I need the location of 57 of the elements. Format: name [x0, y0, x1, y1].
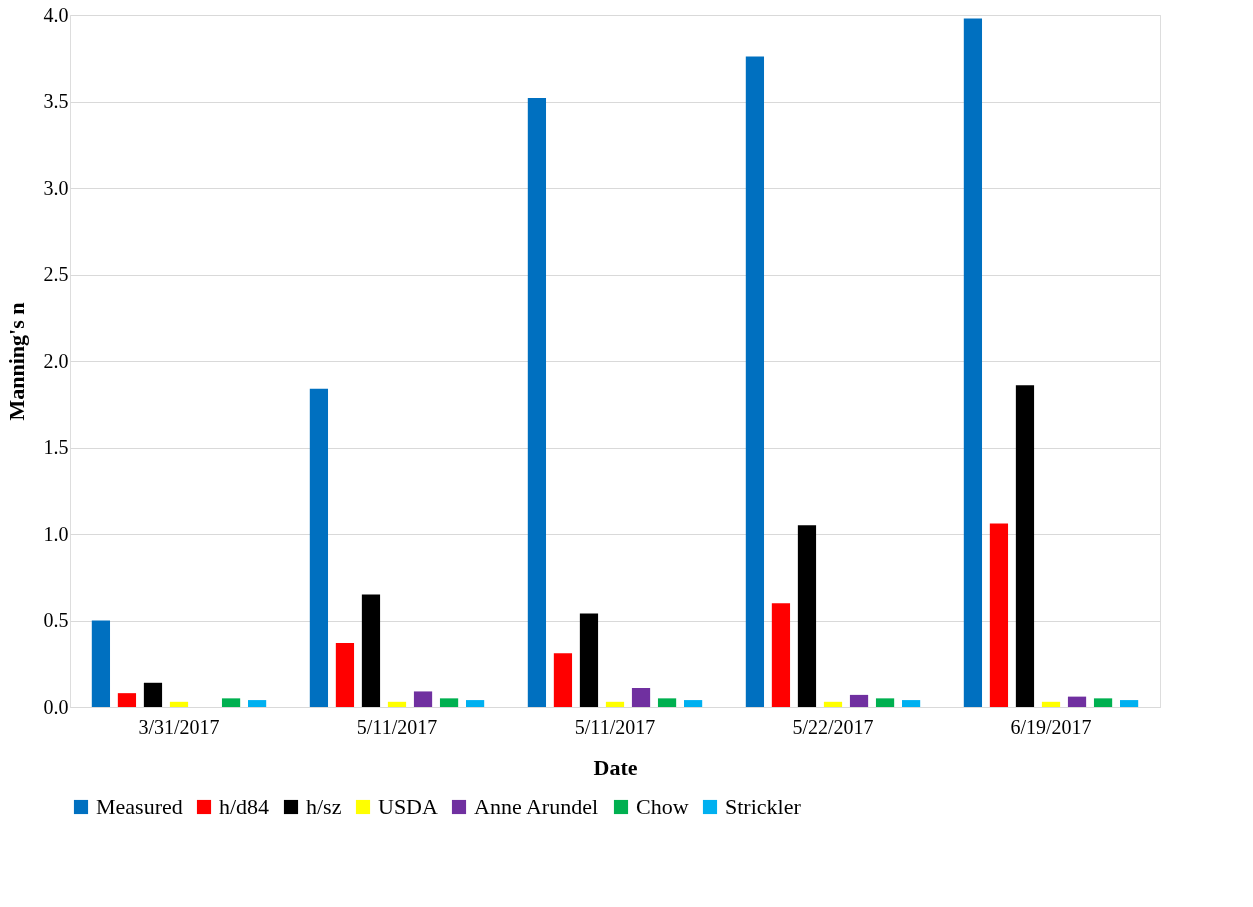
- bar: [849, 694, 869, 707]
- bar: [169, 701, 189, 707]
- bar: [465, 700, 485, 707]
- y-tick-label: 2.5: [43, 263, 69, 285]
- bar: [387, 701, 407, 707]
- bar: [309, 388, 329, 707]
- bar: [439, 698, 459, 707]
- bar: [527, 98, 547, 707]
- bar: [989, 523, 1009, 707]
- legend-label: Measured: [96, 794, 183, 819]
- bar: [91, 620, 111, 707]
- legend-label: USDA: [378, 794, 439, 819]
- bar: [553, 653, 573, 707]
- bar: [221, 698, 241, 707]
- y-axis-title: Manning's n: [3, 302, 29, 421]
- bar: [745, 56, 765, 707]
- y-tick-label: 3.5: [43, 90, 69, 112]
- bar: [823, 701, 843, 707]
- legend-label: Strickler: [725, 794, 802, 819]
- y-tick-label: 0.0: [43, 695, 69, 718]
- legend-label: Anne Arundel: [474, 794, 599, 819]
- bar: [963, 18, 983, 707]
- x-tick-label: 5/22/2017: [792, 715, 874, 738]
- bar: [1093, 698, 1113, 707]
- bar: [117, 693, 137, 707]
- y-tick-label: 1.5: [43, 436, 69, 458]
- bar: [631, 687, 651, 707]
- bar: [683, 700, 703, 707]
- y-tick-label: 2.0: [43, 349, 69, 372]
- y-tick-label: 1.0: [43, 522, 69, 545]
- bar: [143, 682, 163, 707]
- bar: [1015, 385, 1035, 707]
- y-tick-label: 0.5: [43, 609, 69, 631]
- legend-label: h/d84: [219, 794, 270, 819]
- bar: [875, 698, 895, 707]
- x-axis-title: Date: [593, 754, 638, 780]
- bar: [1041, 701, 1061, 707]
- x-tick-label: 5/11/2017: [574, 715, 656, 738]
- bar: [247, 700, 267, 707]
- bar: [413, 691, 433, 707]
- x-tick-label: 5/11/2017: [356, 715, 438, 738]
- x-tick-label: 3/31/2017: [138, 715, 220, 738]
- bar: [1119, 700, 1139, 707]
- bar: [361, 594, 381, 707]
- bar: [901, 700, 921, 707]
- bar: [335, 642, 355, 707]
- y-tick-label: 3.0: [43, 176, 69, 199]
- bar: [657, 698, 677, 707]
- bar: [579, 613, 599, 707]
- legend-label: h/sz: [306, 794, 342, 819]
- bar: [797, 525, 817, 707]
- x-tick-label: 6/19/2017: [1010, 715, 1092, 738]
- y-tick-label: 4.0: [43, 3, 69, 26]
- bar: [1067, 696, 1087, 707]
- legend-label: Chow: [636, 794, 689, 819]
- bar: [771, 603, 791, 707]
- bar: [605, 701, 625, 707]
